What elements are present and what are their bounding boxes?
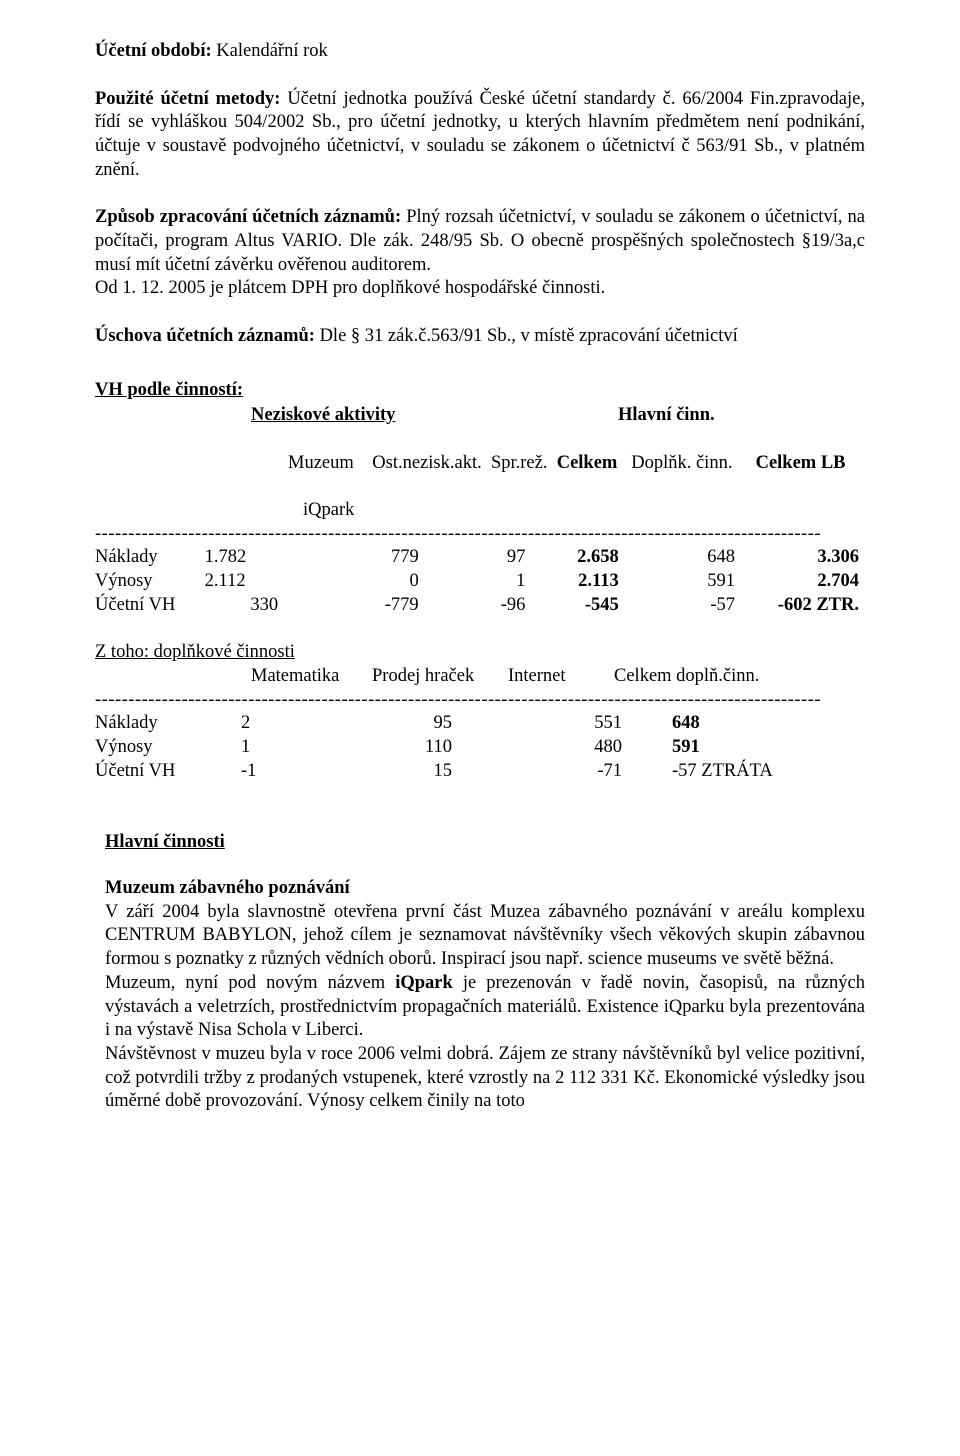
pouzite-metody-block: Použité účetní metody: Účetní jednotka p… (95, 88, 865, 183)
hlavni-title: Hlavní činnosti (105, 832, 225, 852)
col-celkem-lb: Celkem LB (756, 453, 846, 473)
iqpark-label: iQpark (251, 500, 354, 520)
t1-r1-c2: 0 (308, 570, 425, 594)
t1-r0-c6: 3.306 (741, 546, 865, 570)
hlavni-p3: Návštěvnost v muzeu byla v roce 2006 vel… (105, 1043, 865, 1114)
t1-r1-label: Výnosy (95, 570, 205, 594)
hlavni-p2-bold: iQpark (395, 973, 453, 993)
col-celkem: Celkem (557, 453, 618, 473)
uschova-value: Dle § 31 zák.č.563/91 Sb., v místě zprac… (320, 326, 738, 346)
t2-r2-c1: -1 (241, 760, 332, 784)
vh-header-row2: Muzeum Ost.nezisk.akt. Spr.rež. Celkem D… (95, 428, 852, 499)
t2-r1-c2: 110 (332, 736, 497, 760)
t1-r1-c4: 2.113 (531, 570, 624, 594)
t1-r2-c3: -96 (425, 594, 532, 618)
ucetni-obdobi-value: Kalendářní rok (216, 41, 327, 61)
col-spr: Spr.rež. (491, 453, 548, 473)
t2h2: Prodej hraček (372, 665, 508, 689)
t1-r1-c6: 2.704 (741, 570, 865, 594)
t1-r2-c1: 330 (205, 594, 308, 618)
zpusob-zprac-line2: Od 1. 12. 2005 je plátcem DPH pro doplňk… (95, 277, 865, 301)
t1-r1-c5: 591 (625, 570, 741, 594)
table2-heading: Z toho: doplňkové činnosti (95, 642, 295, 662)
table2-header: Matematika Prodej hraček Internet Celkem… (95, 665, 765, 689)
vh-title: VH podle činností: (95, 379, 865, 403)
t2-r0-c3: 551 (497, 712, 672, 736)
table-row: Výnosy 2.112 0 1 2.113 591 2.704 (95, 570, 865, 594)
hlavni-title-line: Hlavní činnosti (95, 831, 865, 855)
t1-r0-c1: 1.782 (205, 546, 308, 570)
table-row: Výnosy 1 110 480 591 (95, 736, 779, 760)
document-page: Účetní období: Kalendářní rok Použité úč… (0, 0, 960, 1456)
t1-r2-c2: -779 (308, 594, 425, 618)
t2-r1-label: Výnosy (95, 736, 241, 760)
t1-r1-c3: 1 (425, 570, 532, 594)
uschova-label: Úschova účetních záznamů: (95, 326, 315, 346)
vh-title-text: VH podle činností: (95, 380, 243, 400)
t1-r0-c4: 2.658 (531, 546, 624, 570)
t2-r2-c3: -71 (497, 760, 672, 784)
t1-r1-c1: 2.112 (205, 570, 308, 594)
table-row: Účetní VH -1 15 -71 -57 ZTRÁTA (95, 760, 779, 784)
t2-r0-c1: 2 (241, 712, 332, 736)
table-row: Účetní VH 330 -779 -96 -545 -57 -602 ZTR… (95, 594, 865, 618)
t2-r0-c2: 95 (332, 712, 497, 736)
muzeum-title: Muzeum zábavného poznávání (105, 877, 865, 901)
vh-header-table: Neziskové aktivity Hlavní činn. Muzeum O… (95, 404, 852, 522)
t1-r2-label: Účetní VH (95, 594, 205, 618)
dashline-1: ----------------------------------------… (95, 523, 865, 547)
dashline-2: ----------------------------------------… (95, 689, 865, 713)
t2-r0-c4: 648 (672, 712, 779, 736)
t2-r0-label: Náklady (95, 712, 241, 736)
zpusob-zprac-block: Způsob zpracování účetních záznamů: Plný… (95, 206, 865, 277)
hlavni-p2: Muzeum, nyní pod novým názvem iQpark je … (105, 972, 865, 1043)
t2-r1-c4: 591 (672, 736, 779, 760)
nezisk-label: Neziskové aktivity (251, 405, 395, 425)
table1: Náklady 1.782 779 97 2.658 648 3.306 Výn… (95, 546, 865, 617)
t2-r1-c1: 1 (241, 736, 332, 760)
hlavni-body: Muzeum zábavného poznávání V září 2004 b… (95, 855, 865, 1114)
hlavni-p2a: Muzeum, nyní pod novým názvem (105, 973, 395, 993)
t2h1: Matematika (251, 665, 372, 689)
t2-r2-c2: 15 (332, 760, 497, 784)
hlavni-cinn-label: Hlavní činn. (618, 405, 715, 425)
table2-heading-line: Z toho: doplňkové činnosti (95, 641, 865, 665)
t1-r0-c2: 779 (308, 546, 425, 570)
t1-r2-c5: -57 (625, 594, 741, 618)
col-doplnk: Doplňk. činn. (631, 453, 732, 473)
t1-r0-c5: 648 (625, 546, 741, 570)
ucetni-obdobi-label: Účetní období: (95, 41, 212, 61)
pouzite-metody-label: Použité účetní metody: (95, 89, 280, 109)
table2: Náklady 2 95 551 648 Výnosy 1 110 480 59… (95, 712, 779, 783)
table-row: Náklady 1.782 779 97 2.658 648 3.306 (95, 546, 865, 570)
t2-r2-c4: -57 ZTRÁTA (672, 760, 779, 784)
t2h4: Celkem doplň.činn. (614, 665, 765, 689)
col-ost: Ost.nezisk.akt. (372, 453, 481, 473)
hlavni-p1: V září 2004 byla slavnostně otevřena prv… (105, 901, 865, 972)
t2-r2-label: Účetní VH (95, 760, 241, 784)
t1-r0-c3: 97 (425, 546, 532, 570)
table-row: Náklady 2 95 551 648 (95, 712, 779, 736)
t1-r0-label: Náklady (95, 546, 205, 570)
vh-header-row3: iQpark (95, 499, 852, 523)
table2-header-row: Matematika Prodej hraček Internet Celkem… (95, 665, 765, 689)
uschova-line: Úschova účetních záznamů: Dle § 31 zák.č… (95, 325, 865, 349)
t1-r2-c4: -545 (531, 594, 624, 618)
ucetni-obdobi-line: Účetní období: Kalendářní rok (95, 40, 865, 64)
t1-r2-c6: -602 ZTR. (741, 594, 865, 618)
zpusob-zprac-label: Způsob zpracování účetních záznamů: (95, 207, 401, 227)
col-muzeum: Muzeum (288, 453, 354, 473)
t2h3: Internet (508, 665, 614, 689)
t2-r1-c3: 480 (497, 736, 672, 760)
vh-header-row1: Neziskové aktivity Hlavní činn. (95, 404, 852, 428)
